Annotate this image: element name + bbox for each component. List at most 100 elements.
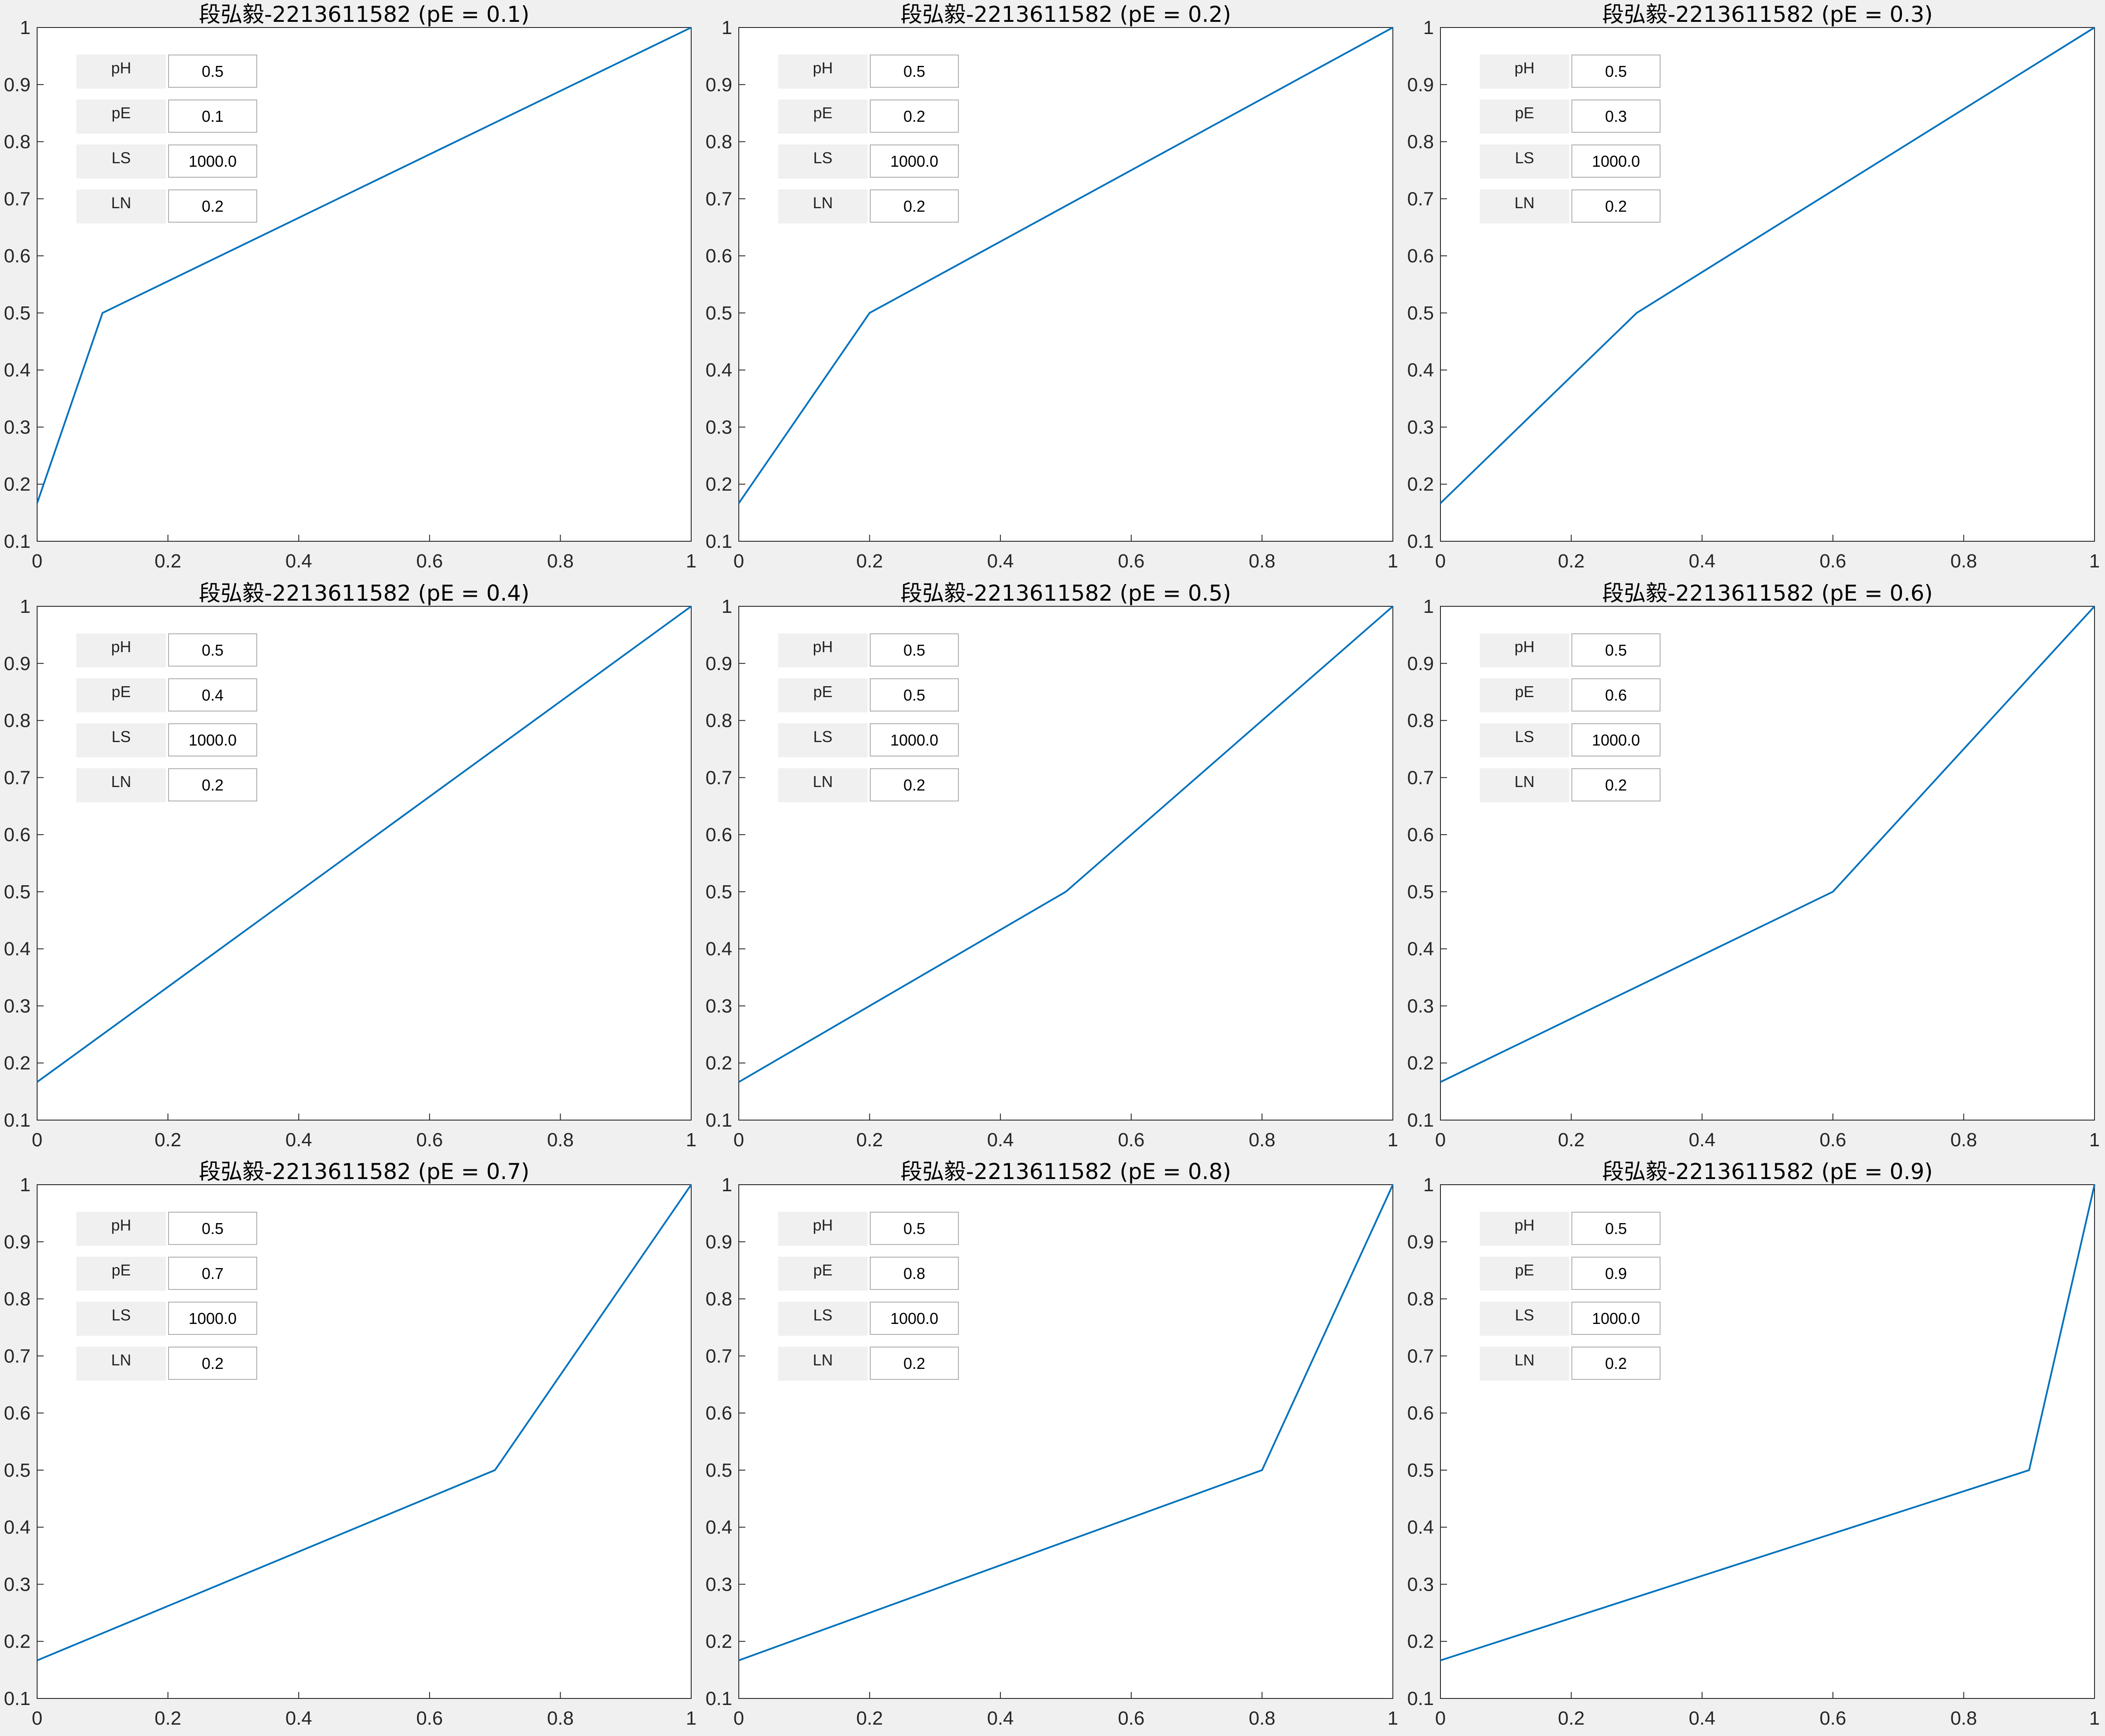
param-field[interactable]: 0.5 (1571, 633, 1661, 667)
param-row-ls: LS 1000.0 (76, 723, 260, 757)
x-tick-label: 0.4 (286, 550, 312, 572)
chart-title: 段弘毅-2213611582 (pE = 0.4) (199, 581, 529, 606)
param-field[interactable]: 1000.0 (870, 144, 959, 178)
param-row-ln: LN 0.2 (1480, 1347, 1663, 1381)
param-field[interactable]: 0.5 (168, 1212, 257, 1245)
param-field[interactable]: 0.4 (168, 678, 257, 712)
param-field[interactable]: 0.2 (870, 100, 959, 133)
param-row-ln: LN 0.2 (76, 768, 260, 802)
param-label: pH (778, 55, 868, 89)
y-tick-label: 0.3 (4, 1574, 31, 1595)
param-field[interactable]: 0.5 (168, 55, 257, 88)
y-tick-label: 0.1 (4, 531, 31, 552)
param-field[interactable]: 0.2 (168, 768, 257, 801)
param-field[interactable]: 0.5 (870, 678, 959, 712)
param-field[interactable]: 0.2 (870, 1347, 959, 1380)
param-field[interactable]: 0.5 (1571, 1212, 1661, 1245)
param-label: LS (76, 144, 166, 179)
param-field[interactable]: 0.2 (1571, 768, 1661, 801)
x-tick-label: 0.2 (1558, 1129, 1585, 1151)
y-tick-label: 0.1 (706, 1688, 732, 1709)
param-field[interactable]: 0.5 (870, 633, 959, 667)
param-field[interactable]: 1000.0 (168, 1302, 257, 1335)
param-field[interactable]: 0.2 (1571, 189, 1661, 223)
y-tick-label: 0.9 (706, 653, 732, 674)
series-line (738, 1184, 1394, 1661)
x-tick-label: 0.6 (1118, 1129, 1144, 1151)
param-field[interactable]: 0.6 (1571, 678, 1661, 712)
axes-box (738, 605, 1393, 1121)
param-row-ph: pH 0.5 (76, 55, 260, 89)
param-label: LN (778, 1347, 868, 1381)
y-tick-label: 0.4 (706, 360, 732, 381)
param-label: LN (76, 768, 166, 802)
param-field[interactable]: 1000.0 (870, 723, 959, 756)
param-field[interactable]: 1000.0 (1571, 723, 1661, 756)
param-label: pE (1480, 100, 1569, 134)
param-label: pE (1480, 678, 1569, 712)
y-tick-label: 1 (722, 17, 732, 38)
x-tick-label: 1 (686, 550, 696, 572)
y-tick-label: 0.9 (706, 74, 732, 96)
param-label: pE (778, 678, 868, 712)
param-field[interactable]: 0.2 (870, 189, 959, 223)
param-label: LN (778, 768, 868, 802)
x-tick-label: 1 (1388, 550, 1398, 572)
chart-title: 段弘毅-2213611582 (pE = 0.3) (1602, 2, 1933, 27)
x-tick-label: 0.8 (1249, 1708, 1275, 1729)
param-row-ln: LN 0.2 (1480, 189, 1663, 223)
param-field[interactable]: 1000.0 (1571, 1302, 1661, 1335)
param-field[interactable]: 0.2 (168, 189, 257, 223)
param-field[interactable]: 0.7 (168, 1257, 257, 1290)
param-row-ls: LS 1000.0 (1480, 723, 1663, 757)
param-box: pH 0.5 pE 0.9 LS 1000.0 LN 0.2 (1480, 1212, 1663, 1392)
param-field[interactable]: 0.5 (168, 633, 257, 667)
y-tick-label: 0.8 (706, 1289, 732, 1310)
y-tick-label: 0.2 (706, 474, 732, 495)
y-tick-label: 0.9 (4, 653, 31, 674)
series-line (1440, 27, 2095, 504)
param-row-ph: pH 0.5 (1480, 55, 1663, 89)
y-tick-label: 0.5 (4, 303, 31, 324)
y-tick-label: 0.5 (706, 1460, 732, 1481)
y-tick-label: 0.6 (706, 824, 732, 846)
axes-box (37, 1184, 692, 1699)
param-field[interactable]: 0.5 (1571, 55, 1661, 88)
param-label: pH (1480, 55, 1569, 89)
y-tick-label: 0.2 (4, 1052, 31, 1074)
chart-svg-1: 段弘毅-2213611582 (pE = 0.2)0 0.2 0.4 0.6 0.8 10… (706, 2, 1398, 572)
param-field[interactable]: 0.2 (168, 1347, 257, 1380)
param-row-ln: LN 0.2 (778, 1347, 961, 1381)
y-tick-label: 0.8 (1407, 1289, 1434, 1310)
param-field[interactable]: 0.5 (870, 1212, 959, 1245)
param-field[interactable]: 0.2 (870, 768, 959, 801)
param-field[interactable]: 0.3 (1571, 100, 1661, 133)
param-field[interactable]: 1000.0 (1571, 144, 1661, 178)
series-line (37, 1184, 692, 1661)
param-field[interactable]: 1000.0 (168, 144, 257, 178)
param-field[interactable]: 0.2 (1571, 1347, 1661, 1380)
series-line (738, 605, 1394, 1083)
y-tick-label: 0.8 (4, 710, 31, 731)
chart-panel: 段弘毅-2213611582 (pE = 0.3) 0 0.2 0.4 0.6 0.8 1 0… (1403, 0, 2105, 579)
x-tick-label: 0.2 (1558, 1708, 1585, 1729)
param-field[interactable]: 1000.0 (870, 1302, 959, 1335)
y-tick-label: 0.3 (1407, 995, 1434, 1017)
y-tick-label: 0.9 (706, 1231, 732, 1253)
param-label: LN (1480, 768, 1569, 802)
param-field[interactable]: 0.5 (870, 55, 959, 88)
y-tick-label: 0.2 (706, 1052, 732, 1074)
param-row-ls: LS 1000.0 (778, 1302, 961, 1336)
param-row-ls: LS 1000.0 (1480, 144, 1663, 179)
series-line (1440, 605, 2095, 1083)
param-field[interactable]: 0.8 (870, 1257, 959, 1290)
y-tick-label: 0.6 (1407, 1403, 1434, 1424)
param-row-ln: LN 0.2 (1480, 768, 1663, 802)
y-tick-label: 0.6 (706, 245, 732, 267)
x-tick-label: 0.8 (1950, 1708, 1977, 1729)
chart-title: 段弘毅-2213611582 (pE = 0.2) (900, 2, 1231, 27)
param-field[interactable]: 0.1 (168, 100, 257, 133)
param-field[interactable]: 0.9 (1571, 1257, 1661, 1290)
y-tick-label: 0.2 (1407, 474, 1434, 495)
param-field[interactable]: 1000.0 (168, 723, 257, 756)
